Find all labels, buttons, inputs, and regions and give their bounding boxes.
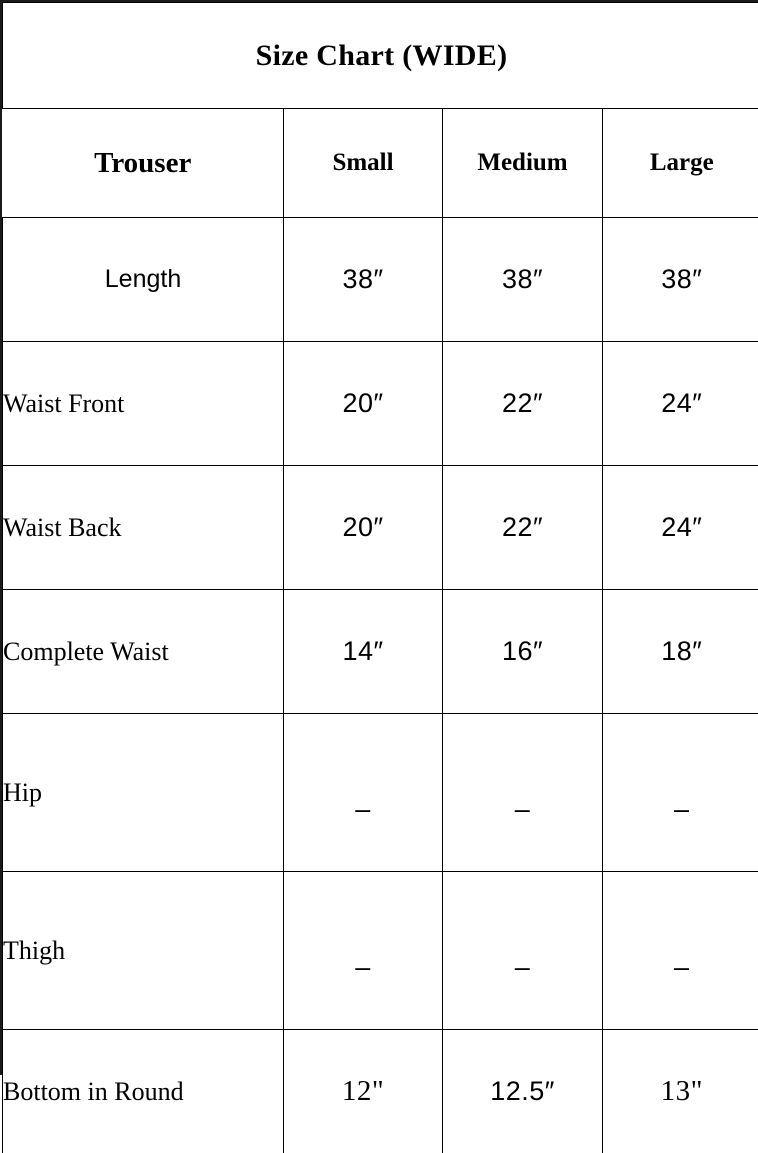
cell-thigh-large: – [603, 872, 758, 1030]
cell-length-medium: 38″ [443, 218, 603, 342]
header-size-small: Small [284, 109, 443, 218]
table-row: Hip – – – [3, 714, 758, 872]
cell-thigh-small: – [284, 872, 443, 1030]
cell-waist-front-small: 20″ [284, 342, 443, 466]
cell-waist-front-medium: 22″ [443, 342, 603, 466]
header-size-medium: Medium [443, 109, 603, 218]
cell-thigh-medium: – [443, 872, 603, 1030]
table-row: Waist Back 20″ 22″ 24″ [3, 466, 758, 590]
table-row: Thigh – – – [3, 872, 758, 1030]
cell-waist-front-large: 24″ [603, 342, 758, 466]
row-label-length: Length [3, 218, 284, 342]
table-row: Bottom in Round 12" 12.5″ 13" [3, 1030, 758, 1153]
cell-hip-small: – [284, 714, 443, 872]
cell-length-large: 38″ [603, 218, 758, 342]
chart-title-row: Size Chart (WIDE) [3, 3, 758, 109]
size-chart-body: Size Chart (WIDE) Trouser Small Medium L… [3, 3, 758, 1153]
row-label-hip: Hip [3, 714, 284, 872]
cell-waist-back-large: 24″ [603, 466, 758, 590]
column-header-row: Trouser Small Medium Large [3, 109, 758, 218]
cell-complete-waist-small: 14″ [284, 590, 443, 714]
chart-title: Size Chart (WIDE) [3, 3, 758, 109]
cell-hip-medium: – [443, 714, 603, 872]
row-label-bottom-in-round: Bottom in Round [3, 1030, 284, 1153]
cell-hip-large: – [603, 714, 758, 872]
cell-length-small: 38″ [284, 218, 443, 342]
row-label-thigh: Thigh [3, 872, 284, 1030]
header-label-column: Trouser [3, 109, 284, 218]
cell-bottom-in-round-medium: 12.5″ [443, 1030, 603, 1153]
cell-complete-waist-medium: 16″ [443, 590, 603, 714]
size-chart-container: Size Chart (WIDE) Trouser Small Medium L… [0, 0, 758, 1075]
cell-waist-back-small: 20″ [284, 466, 443, 590]
cell-bottom-in-round-large: 13" [603, 1030, 758, 1153]
cell-waist-back-medium: 22″ [443, 466, 603, 590]
table-row: Length 38″ 38″ 38″ [3, 218, 758, 342]
header-size-large: Large [603, 109, 758, 218]
row-label-waist-front: Waist Front [3, 342, 284, 466]
table-row: Complete Waist 14″ 16″ 18″ [3, 590, 758, 714]
cell-bottom-in-round-small: 12" [284, 1030, 443, 1153]
table-row: Waist Front 20″ 22″ 24″ [3, 342, 758, 466]
row-label-waist-back: Waist Back [3, 466, 284, 590]
row-label-complete-waist: Complete Waist [3, 590, 284, 714]
cell-complete-waist-large: 18″ [603, 590, 758, 714]
